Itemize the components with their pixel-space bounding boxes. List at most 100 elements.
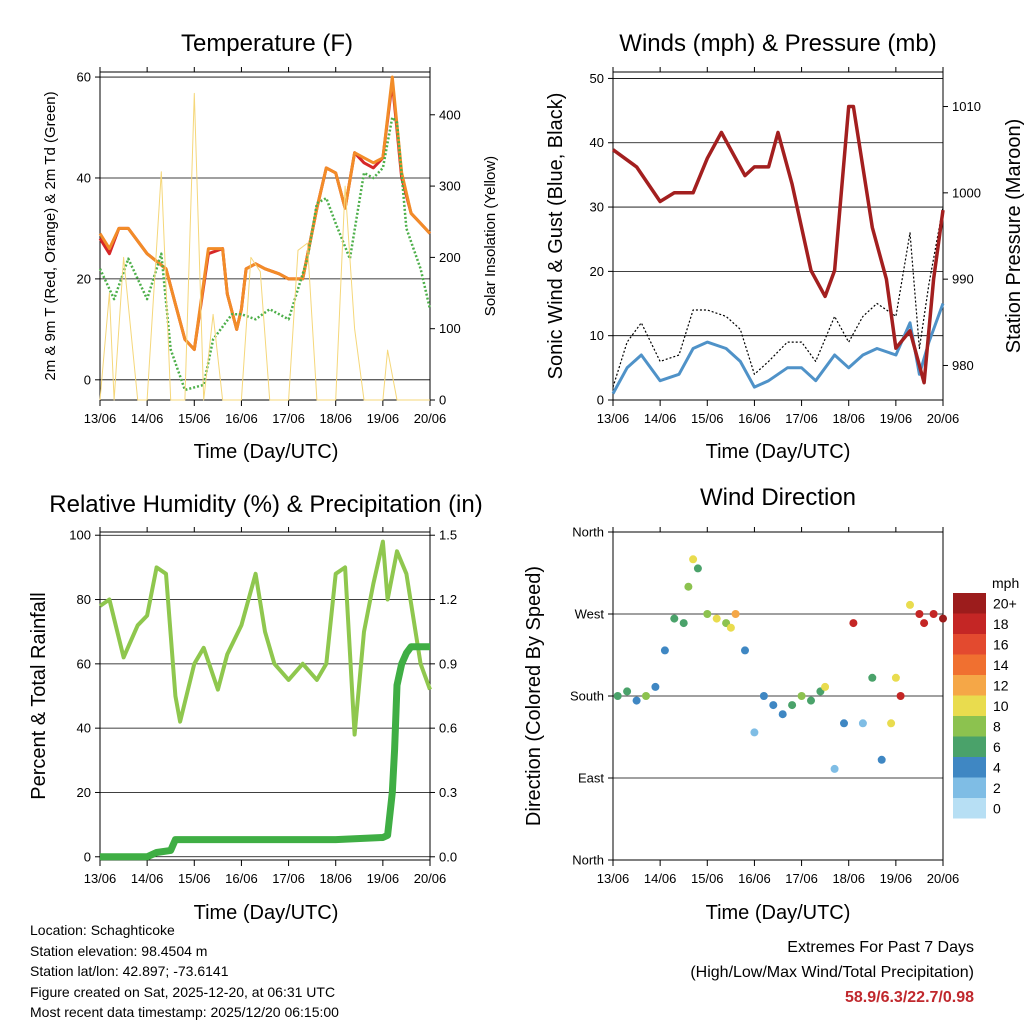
legend-label: 16 (993, 636, 1009, 652)
winds-ylabel: Sonic Wind & Gust (Blue, Black) (545, 93, 567, 380)
recent-timestamp: Most recent data timestamp: 2025/12/20 0… (30, 1004, 339, 1020)
direction-point (703, 610, 712, 618)
winds-xtick-label: 15/06 (691, 411, 724, 426)
winds-xtick-label: 13/06 (597, 411, 630, 426)
direction-point (891, 673, 900, 682)
winds-y2tick-label: 980 (952, 358, 974, 373)
direction-ytick-label: North (572, 525, 604, 540)
temperature-ylabel: 2m & 9m T (Red, Orange) & 2m Td (Green) (42, 91, 59, 380)
extremes-values: 58.9/6.3/22.7/0.98 (845, 989, 974, 1006)
winds-ytick-label: 20 (590, 264, 604, 279)
humidity-ylabel: Percent & Total Rainfall (28, 592, 50, 800)
plot-layer: 13/06 14/06 15/06 16/06 17/06 18/06 19/06 20/06… (69, 67, 1017, 887)
direction-point (623, 687, 632, 696)
humidity-xtick-label: 15/06 (178, 871, 211, 886)
winds-y2tick-label: 1010 (952, 99, 981, 114)
humidity-y2tick-label: 1.2 (439, 592, 457, 607)
temperature-xtick-label: 20/06 (414, 411, 447, 426)
winds-xtick-label: 20/06 (927, 411, 960, 426)
legend-swatch (953, 695, 986, 716)
direction-ytick-label: West (575, 607, 605, 622)
humidity-y2tick-label: 0.3 (439, 785, 457, 800)
humidity-series-relative-humidity (98, 539, 432, 737)
direction-point (830, 764, 839, 773)
winds-y2label: Station Pressure (Maroon) (1003, 119, 1024, 354)
direction-plot: 13/06 14/06 15/06 16/06 17/06 18/06 19/06 20/06… (570, 525, 1017, 887)
temperature-xtick-label: 18/06 (319, 411, 352, 426)
direction-point (929, 610, 938, 618)
humidity-ytick-label: 80 (77, 592, 91, 607)
temperature-y2tick-label: 200 (439, 250, 461, 265)
humidity-xtick-label: 20/06 (414, 871, 447, 886)
direction-point (797, 692, 806, 700)
direction-title: Wind Direction (700, 484, 856, 511)
direction-point (915, 610, 924, 618)
humidity-y2tick-label: 0.6 (439, 721, 457, 736)
humidity-ytick-label: 100 (69, 528, 91, 543)
direction-point (712, 614, 721, 623)
winds-title: Winds (mph) & Pressure (mb) (619, 30, 936, 57)
humidity-y2tick-label: 0.0 (439, 849, 457, 864)
humidity-series-total-precipitation (100, 643, 430, 861)
humidity-y2tick-label: 1.5 (439, 528, 457, 543)
extremes-block: Extremes For Past 7 Days (High/Low/Max W… (690, 935, 974, 1010)
legend-swatch (953, 675, 986, 696)
winds-xtick-label: 18/06 (832, 411, 865, 426)
temperature-ytick-label: 0 (84, 372, 91, 387)
temperature-ytick-label: 20 (77, 271, 91, 286)
direction-point (642, 692, 650, 700)
direction-point (858, 719, 867, 728)
temperature-y2tick-label: 400 (439, 107, 461, 122)
direction-point (759, 692, 768, 700)
humidity-xtick-label: 16/06 (225, 871, 258, 886)
direction-point (906, 600, 914, 609)
direction-point (670, 614, 679, 623)
direction-ylabel: Direction (Colored By Speed) (523, 566, 545, 826)
station-info: Location: Schaghticoke Station elevation… (30, 920, 339, 1023)
direction-xtick-label: 16/06 (738, 871, 771, 886)
direction-point (877, 755, 886, 764)
direction-xtick-label: 15/06 (691, 871, 724, 886)
legend-label: 4 (993, 759, 1001, 775)
direction-point (679, 619, 688, 628)
legend-swatch (953, 777, 986, 798)
temperature-xtick-label: 15/06 (178, 411, 211, 426)
humidity-xtick-label: 14/06 (131, 871, 164, 886)
direction-point (920, 619, 929, 628)
direction-point (849, 619, 858, 628)
winds-ytick-label: 0 (597, 393, 604, 408)
direction-point (887, 719, 896, 728)
legend-label: 18 (993, 616, 1009, 632)
winds-xtick-label: 16/06 (738, 411, 771, 426)
direction-point (660, 646, 669, 655)
winds-xtick-label: 17/06 (785, 411, 818, 426)
station-latlon: Station lat/lon: 42.897; -73.6141 (30, 963, 229, 979)
direction-point (632, 696, 641, 705)
direction-legend-title: mph (992, 575, 1019, 591)
winds-xtick-label: 19/06 (880, 411, 913, 426)
winds-series-sonic-wind (611, 302, 945, 395)
winds-xlabel: Time (Day/UTC) (706, 441, 851, 463)
temperature-xtick-label: 16/06 (225, 411, 258, 426)
direction-xtick-label: 14/06 (644, 871, 677, 886)
direction-ytick-label: South (570, 689, 604, 704)
humidity-ytick-label: 40 (77, 721, 91, 736)
winds-plot: 13/06 14/06 15/06 16/06 17/06 18/06 19/06 20/06… (590, 67, 981, 426)
temperature-title: Temperature (F) (181, 30, 353, 57)
winds-ytick-label: 40 (590, 135, 604, 150)
direction-point (651, 682, 660, 691)
extremes-subheading: (High/Low/Max Wind/Total Precipitation) (690, 964, 974, 981)
direction-point (896, 692, 905, 700)
direction-xtick-label: 17/06 (785, 871, 818, 886)
winds-ytick-label: 30 (590, 200, 604, 215)
direction-point (821, 682, 830, 691)
station-location: Location: Schaghticoke (30, 922, 175, 938)
legend-label: 12 (993, 677, 1009, 693)
legend-label: 6 (993, 739, 1001, 755)
temperature-xtick-label: 19/06 (367, 411, 400, 426)
temperature-y2label: Solar Insolation (Yellow) (482, 156, 499, 316)
humidity-ytick-label: 60 (77, 656, 91, 671)
legend-swatch (953, 736, 986, 757)
station-elevation: Station elevation: 98.4504 m (30, 942, 208, 959)
